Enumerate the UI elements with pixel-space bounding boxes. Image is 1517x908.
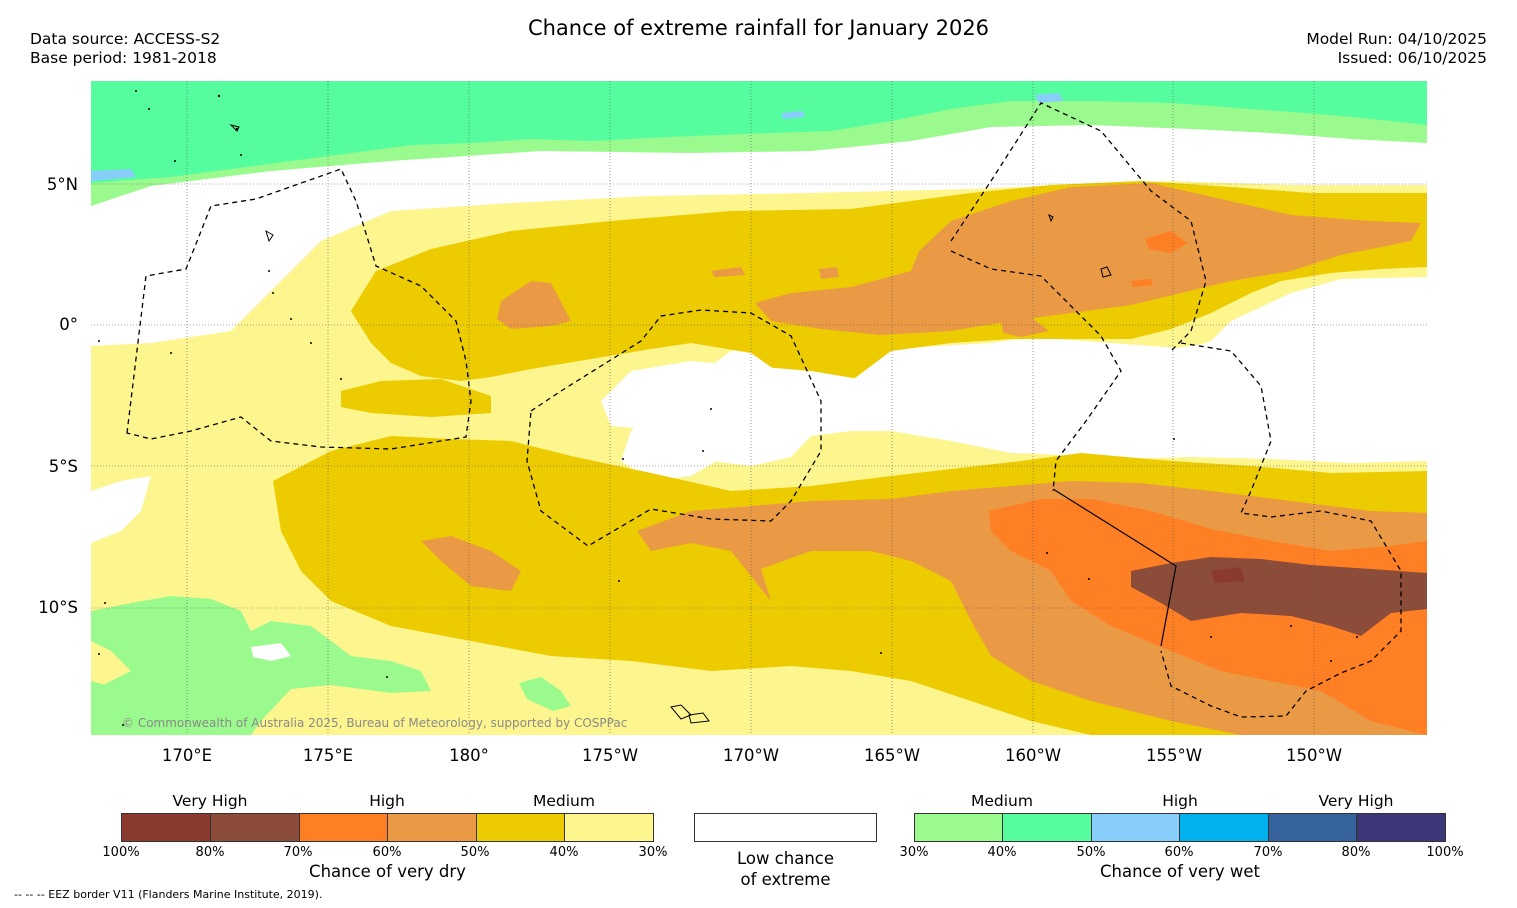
dry-80-patch bbox=[1211, 567, 1245, 583]
dry-tick: 40% bbox=[549, 845, 579, 860]
dry-swatch bbox=[121, 813, 211, 842]
atoll-dots bbox=[98, 90, 1358, 726]
lat-label: 5°S bbox=[48, 457, 78, 476]
dry-60-patch bbox=[1131, 279, 1153, 287]
low-chance-region bbox=[1317, 313, 1427, 349]
dry-category-label: High bbox=[369, 792, 405, 810]
lon-label: 170°W bbox=[722, 746, 780, 765]
dry-50-patch bbox=[1001, 317, 1049, 337]
low-chance-region bbox=[91, 476, 151, 543]
wet-swatch bbox=[914, 813, 1004, 842]
eez-phoenix-line bbox=[950, 102, 1207, 352]
dry-swatch bbox=[299, 813, 389, 842]
source-info: Data source: ACCESS-S2 Base period: 1981… bbox=[30, 30, 220, 68]
dry-swatch bbox=[564, 813, 654, 842]
lon-label: 170°E bbox=[161, 746, 213, 765]
model-run: Model Run: 04/10/2025 bbox=[1306, 30, 1487, 48]
dry-swatch bbox=[387, 813, 477, 842]
island bbox=[1048, 214, 1054, 223]
dry-tick: 80% bbox=[195, 845, 225, 860]
dry-tick: 100% bbox=[102, 845, 140, 860]
wet-tick: 40% bbox=[987, 845, 1017, 860]
wet-50-patch bbox=[781, 111, 805, 119]
wet-tick: 80% bbox=[1341, 845, 1371, 860]
dry-tick: 50% bbox=[460, 845, 490, 860]
dry-tick: 60% bbox=[372, 845, 402, 860]
islands bbox=[229, 124, 1112, 724]
dry-tick: 30% bbox=[638, 845, 668, 860]
low-chance-region bbox=[601, 326, 1427, 466]
data-source: Data source: ACCESS-S2 bbox=[30, 30, 221, 48]
dry-50-patch bbox=[497, 281, 571, 329]
dry-70-south bbox=[1131, 557, 1427, 636]
wet-50-patch bbox=[1035, 93, 1063, 103]
wet-category-label: Medium bbox=[971, 792, 1033, 810]
wet-tick: 60% bbox=[1164, 845, 1194, 860]
rainfall-map bbox=[91, 81, 1427, 735]
dry-50-patch bbox=[819, 267, 839, 279]
graticule bbox=[91, 81, 1427, 735]
eez-borders bbox=[126, 102, 1402, 718]
wet-medium-south bbox=[91, 596, 431, 735]
map-title: Chance of extreme rainfall for January 2… bbox=[527, 16, 990, 40]
wet-swatch bbox=[1091, 813, 1181, 842]
lon-label: 180° bbox=[449, 746, 489, 765]
wet-swatch bbox=[1179, 813, 1269, 842]
low-chance-line2: of extreme bbox=[740, 870, 831, 889]
dry-50-patch bbox=[421, 536, 521, 591]
wet-swatch bbox=[1356, 813, 1446, 842]
lon-label: 175°W bbox=[581, 746, 639, 765]
low-chance-caption: Low chance of extreme bbox=[694, 848, 877, 890]
wet-40-north bbox=[91, 81, 1427, 183]
dry-tick: 70% bbox=[283, 845, 313, 860]
lon-label: 155°W bbox=[1145, 746, 1203, 765]
copyright-notice: © Commonwealth of Australia 2025, Bureau… bbox=[122, 716, 628, 730]
low-chance-line1: Low chance bbox=[736, 849, 835, 868]
lon-label: 150°W bbox=[1285, 746, 1343, 765]
wet-tick: 100% bbox=[1426, 845, 1464, 860]
lat-label: 5°N bbox=[46, 175, 78, 194]
island bbox=[265, 229, 274, 243]
wet-swatch bbox=[1268, 813, 1358, 842]
island bbox=[688, 712, 710, 724]
wet-medium-south bbox=[519, 677, 571, 711]
low-chance-region bbox=[251, 643, 291, 661]
wet-category-label: Very High bbox=[1318, 792, 1394, 810]
maritime-boundary bbox=[1052, 488, 1177, 647]
eez-kiribati-gilbert bbox=[126, 168, 472, 450]
low-chance-swatch bbox=[694, 813, 877, 842]
dry-60-patch bbox=[1145, 231, 1187, 253]
wet-tick: 50% bbox=[1076, 845, 1106, 860]
dry-category-label: Medium bbox=[533, 792, 595, 810]
wet-tick: 70% bbox=[1253, 845, 1283, 860]
lon-label: 175°E bbox=[302, 746, 354, 765]
wet-medium-south bbox=[91, 681, 111, 721]
lat-label: 10°S bbox=[38, 598, 78, 617]
dry-40-west-lobe bbox=[341, 379, 491, 417]
wet-category-label: High bbox=[1162, 792, 1198, 810]
boundary-line bbox=[1052, 488, 1177, 647]
dry-category-label: Very High bbox=[172, 792, 248, 810]
dry-swatch bbox=[476, 813, 566, 842]
lon-label: 160°W bbox=[1004, 746, 1062, 765]
lat-label: 0° bbox=[59, 315, 78, 334]
lon-label: 165°W bbox=[863, 746, 921, 765]
wet-swatch bbox=[1002, 813, 1092, 842]
dry-50-north bbox=[755, 183, 1421, 335]
dry-legend-caption: Chance of very dry bbox=[309, 862, 466, 881]
eez-footnote: -- -- -- EEZ border V11 (Flanders Marine… bbox=[14, 888, 323, 901]
wet-50-patch bbox=[91, 169, 136, 181]
dry-50-patch bbox=[711, 267, 745, 277]
island bbox=[1100, 266, 1112, 278]
issued-date: Issued: 06/10/2025 bbox=[1337, 49, 1487, 67]
base-period: Base period: 1981-2018 bbox=[30, 49, 217, 67]
dry-swatch bbox=[210, 813, 300, 842]
wet-tick: 30% bbox=[899, 845, 929, 860]
wet-legend-caption: Chance of very wet bbox=[1100, 862, 1260, 881]
run-info: Model Run: 04/10/2025 Issued: 06/10/2025 bbox=[1306, 30, 1487, 68]
